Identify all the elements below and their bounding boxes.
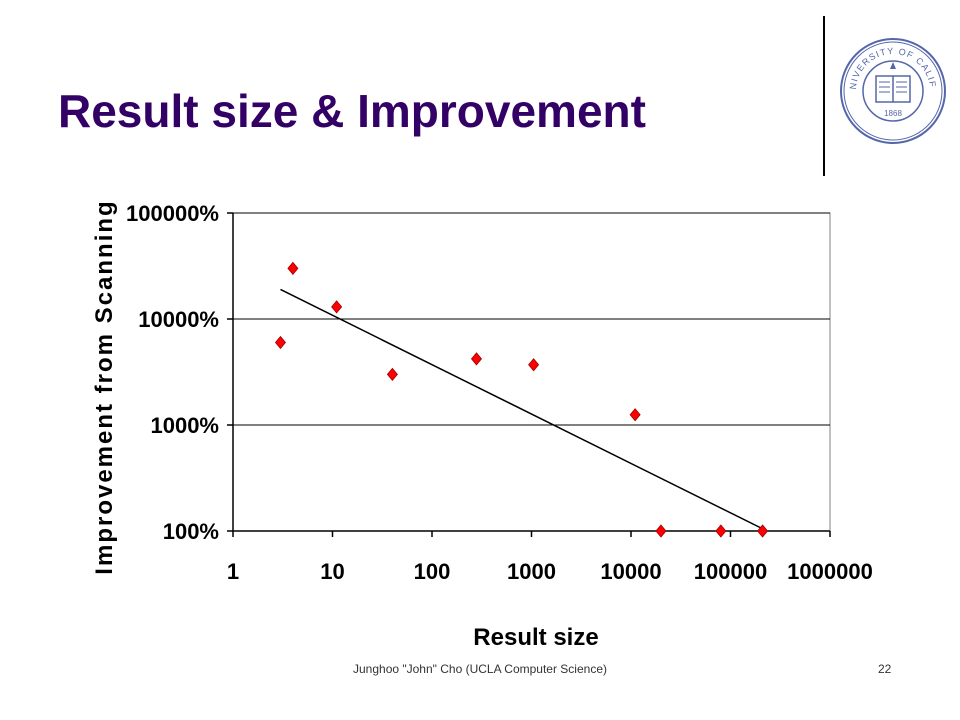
y-tick-label: 100% xyxy=(163,519,219,544)
x-tick-label: 100 xyxy=(414,559,451,584)
trendline-group xyxy=(280,288,763,530)
x-tick-label: 1 xyxy=(227,559,239,584)
axes xyxy=(232,213,830,532)
data-point-diamond xyxy=(757,524,769,538)
y-tick-label: 1000% xyxy=(150,413,219,438)
gridlines xyxy=(233,212,830,426)
title-divider-line xyxy=(823,16,825,176)
data-point-diamond xyxy=(715,524,727,538)
footer-author: Junghoo "John" Cho (UCLA Computer Scienc… xyxy=(353,662,607,676)
x-tick-label: 10 xyxy=(320,559,344,584)
data-point-diamond xyxy=(386,367,398,382)
x-tick-label: 1000000 xyxy=(787,559,873,584)
trendline xyxy=(280,288,763,530)
slide-footer: Junghoo "John" Cho (UCLA Computer Scienc… xyxy=(0,662,960,680)
university-seal-logo: THE UNIVERSITY OF CALIFORNIA 1868 xyxy=(838,36,946,144)
data-point-diamond xyxy=(470,352,483,366)
y-tick-label: 100000% xyxy=(126,201,219,226)
y-tick-label: 10000% xyxy=(138,307,219,332)
data-point-diamond xyxy=(655,524,667,538)
svg-text:1868: 1868 xyxy=(884,109,902,118)
x-tick-label: 1000 xyxy=(507,559,556,584)
data-point-diamond xyxy=(287,261,299,276)
y-axis-label: Improvement from Scanning xyxy=(91,199,118,574)
x-tick-label: 100000 xyxy=(694,559,767,584)
plot-area xyxy=(232,212,831,532)
x-tick-label: 10000 xyxy=(600,559,661,584)
page-number: 22 xyxy=(878,662,892,676)
y-axis-ticks: 100% 1000% 10000% 100000% xyxy=(126,201,233,544)
x-axis-label: Result size xyxy=(473,624,598,651)
data-point-diamond xyxy=(629,408,641,422)
data-point-diamond xyxy=(331,300,343,314)
x-axis-ticks: 1 10 100 1000 10000 100000 1000000 xyxy=(227,531,873,584)
slide-title: Result size & Improvement xyxy=(58,85,646,137)
data-point-diamond xyxy=(274,335,286,350)
data-point-diamond xyxy=(528,358,540,372)
data-points xyxy=(274,261,769,538)
chart: 100% 1000% 10000% 100000% 1 10 100 1000 10000 10… xyxy=(91,199,873,651)
